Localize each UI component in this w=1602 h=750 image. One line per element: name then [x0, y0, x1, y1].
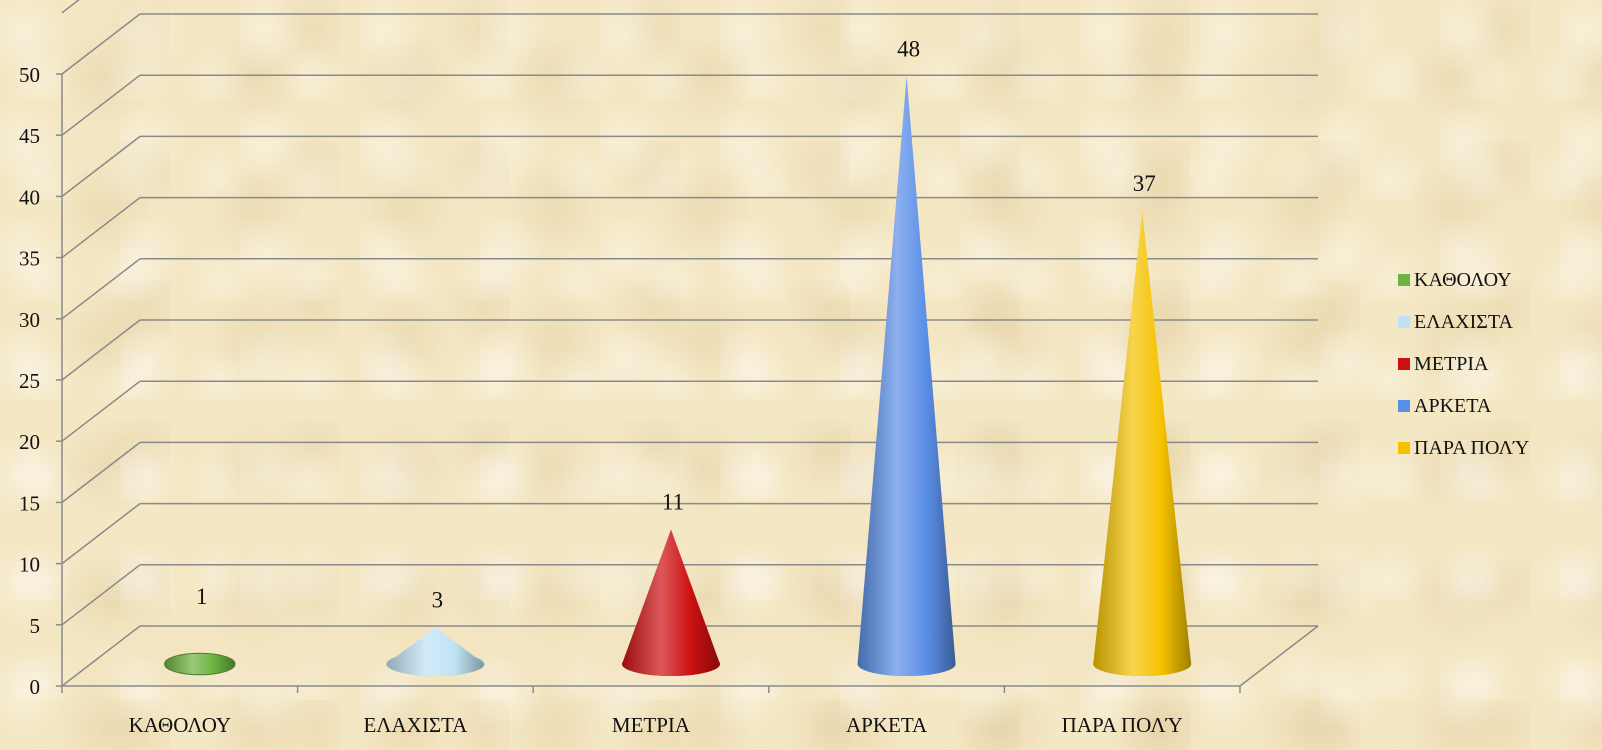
gridline-diagonal — [61, 74, 141, 136]
cone-base — [164, 652, 236, 676]
legend-swatch — [1398, 316, 1410, 328]
cone-body — [386, 627, 485, 676]
gridline-diagonal — [61, 380, 141, 442]
y-tick-label: 40 — [19, 185, 40, 209]
x-category-label: ΠΑΡΑ ΠΟΛΎ — [1062, 713, 1183, 737]
legend-swatch — [1398, 442, 1410, 454]
cone-bars — [164, 76, 1192, 677]
y-tick-label: 25 — [19, 369, 40, 393]
gridline-diagonal — [61, 319, 141, 381]
cone-bar — [386, 627, 485, 676]
cone-bar — [1093, 211, 1192, 676]
cone-bar — [164, 652, 236, 676]
legend-swatch — [1398, 400, 1410, 412]
axes — [61, 74, 1319, 693]
gridline-diagonal — [61, 625, 141, 687]
cone-body — [857, 76, 956, 677]
gridline-diagonal — [61, 503, 141, 565]
data-label: 1 — [196, 584, 208, 609]
gridline-diagonal — [61, 564, 141, 626]
y-tick-label: 20 — [19, 430, 40, 454]
gridline-diagonal — [61, 197, 141, 259]
x-axis-category-labels: ΚΑΘΟΛΟΥ ΕΛΑΧΙΣΤΑ ΜΕΤΡΙΑ ΑΡΚΕΤΑ ΠΑΡΑ ΠΟΛΎ — [129, 713, 1183, 737]
legend-swatch — [1398, 358, 1410, 370]
cone-bar — [622, 529, 720, 676]
legend-item: ΠΑΡΑ ΠΟΛΎ — [1398, 437, 1529, 459]
legend: ΚΑΘΟΛΟΥ ΕΛΑΧΙΣΤΑ ΜΕΤΡΙΑ ΑΡΚΕΤΑ ΠΑΡΑ ΠΟΛΎ — [1398, 269, 1529, 459]
data-label: 3 — [432, 587, 444, 612]
gridline-diagonal — [61, 13, 141, 75]
legend-swatch — [1398, 274, 1410, 286]
data-label: 37 — [1133, 171, 1156, 196]
legend-item: ΚΑΘΟΛΟΥ — [1398, 269, 1512, 291]
x-category-label: ΕΛΑΧΙΣΤΑ — [363, 713, 468, 737]
y-tick-label: 15 — [19, 491, 40, 515]
cone-bar — [857, 76, 956, 677]
gridline-diagonal — [61, 0, 80, 14]
legend-label: ΜΕΤΡΙΑ — [1414, 353, 1489, 375]
x-category-label: ΜΕΤΡΙΑ — [612, 713, 691, 737]
legend-item: ΕΛΑΧΙΣΤΑ — [1398, 311, 1514, 333]
legend-label: ΚΑΘΟΛΟΥ — [1414, 269, 1512, 291]
legend-label: ΠΑΡΑ ΠΟΛΎ — [1414, 437, 1529, 459]
y-tick-label: 30 — [19, 308, 40, 332]
cone-body — [622, 529, 720, 676]
x-category-label: ΑΡΚΕΤΑ — [846, 713, 928, 737]
y-tick-label: 0 — [30, 675, 41, 699]
y-tick-label: 10 — [19, 553, 40, 577]
gridline-diagonal — [61, 441, 141, 503]
gridline-diagonal — [61, 258, 141, 320]
data-labels: 1 3 11 48 37 — [196, 36, 1156, 612]
cone-body — [1093, 211, 1192, 676]
legend-item: ΑΡΚΕΤΑ — [1398, 395, 1492, 417]
legend-label: ΑΡΚΕΤΑ — [1414, 395, 1492, 417]
legend-label: ΕΛΑΧΙΣΤΑ — [1414, 311, 1514, 333]
y-axis-tick-labels: 0 5 10 15 20 25 30 35 40 45 50 — [19, 63, 40, 699]
y-tick-label: 45 — [19, 124, 40, 148]
x-category-label: ΚΑΘΟΛΟΥ — [129, 713, 231, 737]
legend-item: ΜΕΤΡΙΑ — [1398, 353, 1489, 375]
gridline-diagonal — [61, 135, 141, 197]
data-label: 11 — [662, 489, 684, 514]
y-tick-label: 50 — [19, 63, 40, 87]
data-label: 48 — [897, 36, 920, 61]
floor-right-edge — [1239, 625, 1319, 687]
y-tick-label: 35 — [19, 247, 40, 271]
y-tick-label: 5 — [30, 614, 41, 638]
